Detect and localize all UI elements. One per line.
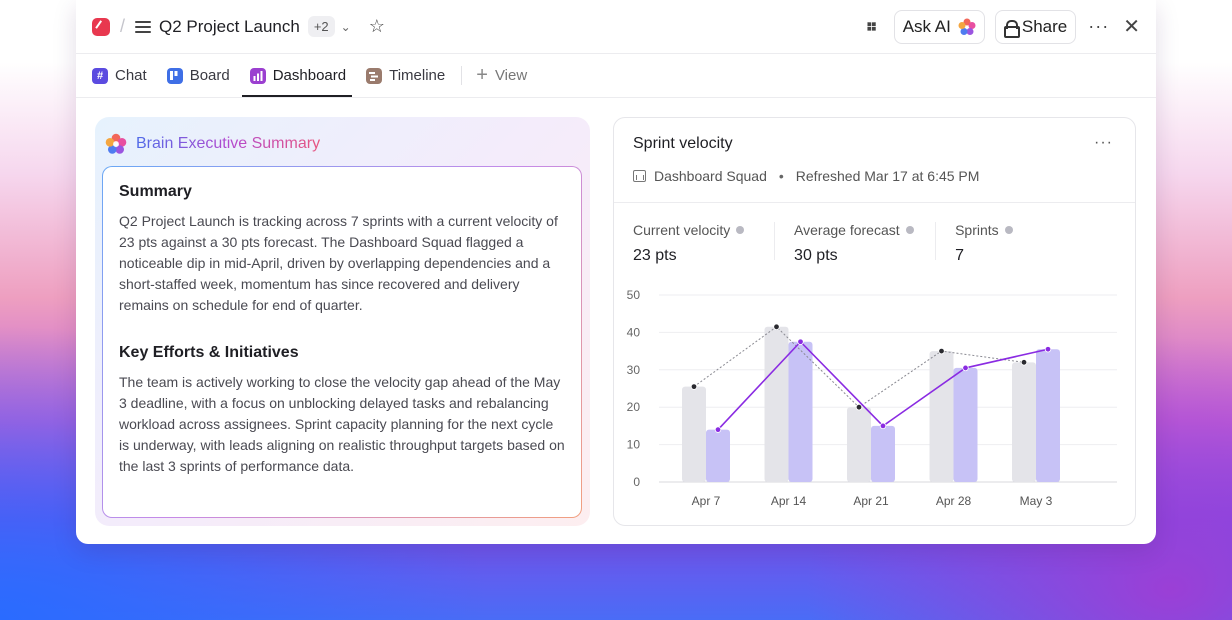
tab-label: Chat [115, 67, 147, 84]
sprint-velocity-chart: 0 10 20 30 40 50 Apr 7 Apr 14 Apr 21 Apr 28 May 3 [627, 288, 1117, 508]
ask-ai-label: Ask AI [902, 16, 951, 36]
initiatives-heading: Key Efforts & Initiatives [119, 344, 299, 361]
bar-series-1-1 [788, 341, 813, 482]
extra-items-badge[interactable]: +2 [307, 16, 335, 37]
dashboard-icon [249, 67, 266, 84]
breadcrumb-separator: / [120, 16, 126, 36]
share-button[interactable]: Share [994, 9, 1077, 44]
tab-dashboard[interactable]: Dashboard [241, 54, 353, 97]
point-series-1-2 [879, 422, 887, 430]
lock-icon [1003, 19, 1020, 38]
chevron-down-icon[interactable]: ⌄ [340, 19, 351, 34]
point-series-1-0 [714, 426, 722, 433]
y-tick-label: 0 [633, 475, 640, 489]
view-tabs: # Chat Board Dashboard Timeline + View [76, 54, 1156, 98]
chart-icon [633, 170, 646, 182]
title-bar: / Q2 Project Launch +2 ⌄ ☆ ❖ Ask AI S [76, 0, 1156, 54]
y-tick-label: 50 [627, 288, 641, 302]
velocity-metrics: Current velocity 23 pts Average forecast… [614, 203, 1135, 264]
dot-separator: • [778, 168, 784, 184]
share-label: Share [1021, 16, 1068, 36]
bar-series-0-1 [764, 326, 789, 482]
bar-series-0-2 [847, 407, 871, 482]
point-series-0-4 [1020, 359, 1028, 366]
summary-title: Brain Executive Summary [136, 135, 321, 152]
ask-ai-button[interactable]: Ask AI [893, 9, 985, 44]
point-series-1-1 [797, 338, 804, 345]
info-icon[interactable] [1004, 226, 1013, 234]
x-tick-label: May 3 [1020, 494, 1053, 508]
tag-icon[interactable]: ❖ [861, 15, 884, 38]
tab-divider [461, 66, 463, 85]
bar-series-1-2 [871, 425, 895, 482]
more-options-icon[interactable]: ··· [1094, 134, 1113, 151]
timeline-icon [366, 67, 383, 84]
summary-content: Summary Q2 Project Launch is tracking ac… [102, 166, 582, 518]
metric-value: 23 pts [633, 247, 677, 264]
metric-current-velocity: Current velocity 23 pts [633, 222, 776, 264]
info-icon[interactable] [736, 226, 745, 234]
metric-average-forecast: Average forecast 30 pts [794, 222, 937, 264]
velocity-header: Sprint velocity ··· Dashboard Squad • Re… [614, 118, 1135, 203]
initiatives-text: The team is actively working to close th… [119, 374, 565, 474]
point-series-0-2 [855, 403, 863, 411]
ai-flower-icon [958, 18, 976, 36]
bar-series-1-3 [953, 367, 978, 482]
x-tick-label: Apr 14 [771, 494, 807, 508]
more-options-icon[interactable]: ··· [1088, 16, 1110, 36]
summary-heading: Summary [119, 183, 192, 200]
x-tick-label: Apr 28 [936, 494, 972, 508]
point-series-1-3 [962, 364, 969, 372]
metric-value: 30 pts [794, 247, 838, 264]
metric-sprints: Sprints 7 [955, 222, 1097, 264]
page-title[interactable]: Q2 Project Launch [159, 16, 300, 36]
metric-label: Average forecast [794, 222, 900, 238]
velocity-subtitle: Dashboard Squad • Refreshed Mar 17 at 6:… [633, 168, 1116, 184]
list-icon [135, 20, 152, 34]
add-view-button[interactable]: + View [476, 54, 527, 97]
bar-series-0-3 [929, 351, 954, 482]
refreshed-time: Refreshed Mar 17 at 6:45 PM [795, 168, 980, 184]
metric-value: 7 [955, 247, 964, 264]
summary-header: Brain Executive Summary [95, 117, 590, 171]
app-logo-icon[interactable] [92, 17, 110, 36]
point-series-0-0 [690, 383, 698, 390]
close-icon[interactable]: ✕ [1123, 16, 1140, 38]
brain-flower-icon [105, 133, 127, 155]
y-tick-label: 20 [627, 400, 641, 414]
team-name: Dashboard Squad [654, 168, 767, 184]
tab-label: Dashboard [272, 67, 347, 84]
bar-series-1-4 [1036, 349, 1060, 482]
tab-timeline[interactable]: Timeline [366, 54, 445, 97]
velocity-title: Sprint velocity [633, 135, 733, 152]
executive-summary-card: Brain Executive Summary Summary Q2 Proje… [95, 117, 590, 526]
point-series-0-3 [938, 347, 945, 355]
y-tick-label: 10 [627, 438, 641, 452]
sprint-velocity-card: Sprint velocity ··· Dashboard Squad • Re… [613, 117, 1136, 526]
metric-label: Current velocity [633, 222, 731, 238]
tab-board[interactable]: Board [166, 54, 230, 97]
tab-label: Timeline [389, 67, 446, 84]
hash-icon: # [92, 67, 108, 84]
point-series-1-4 [1044, 346, 1052, 353]
summary-text: Q2 Project Launch is tracking across 7 s… [119, 213, 558, 313]
y-tick-label: 30 [627, 363, 641, 377]
x-tick-label: Apr 7 [692, 494, 721, 508]
star-icon[interactable]: ☆ [368, 16, 385, 36]
bar-series-0-0 [682, 386, 706, 482]
board-icon [166, 67, 183, 84]
plus-icon: + [476, 64, 488, 86]
point-series-0-1 [773, 323, 780, 330]
bar-series-0-4 [1012, 362, 1036, 482]
y-tick-label: 40 [627, 325, 641, 339]
info-icon[interactable] [905, 226, 914, 234]
tab-chat[interactable]: # Chat [92, 54, 147, 97]
x-tick-label: Apr 21 [853, 494, 889, 508]
bar-series-1-0 [706, 429, 730, 482]
add-view-label: View [494, 67, 528, 84]
metric-label: Sprints [955, 222, 999, 238]
app-window: / Q2 Project Launch +2 ⌄ ☆ ❖ Ask AI S [76, 0, 1156, 544]
tab-label: Board [189, 67, 230, 84]
